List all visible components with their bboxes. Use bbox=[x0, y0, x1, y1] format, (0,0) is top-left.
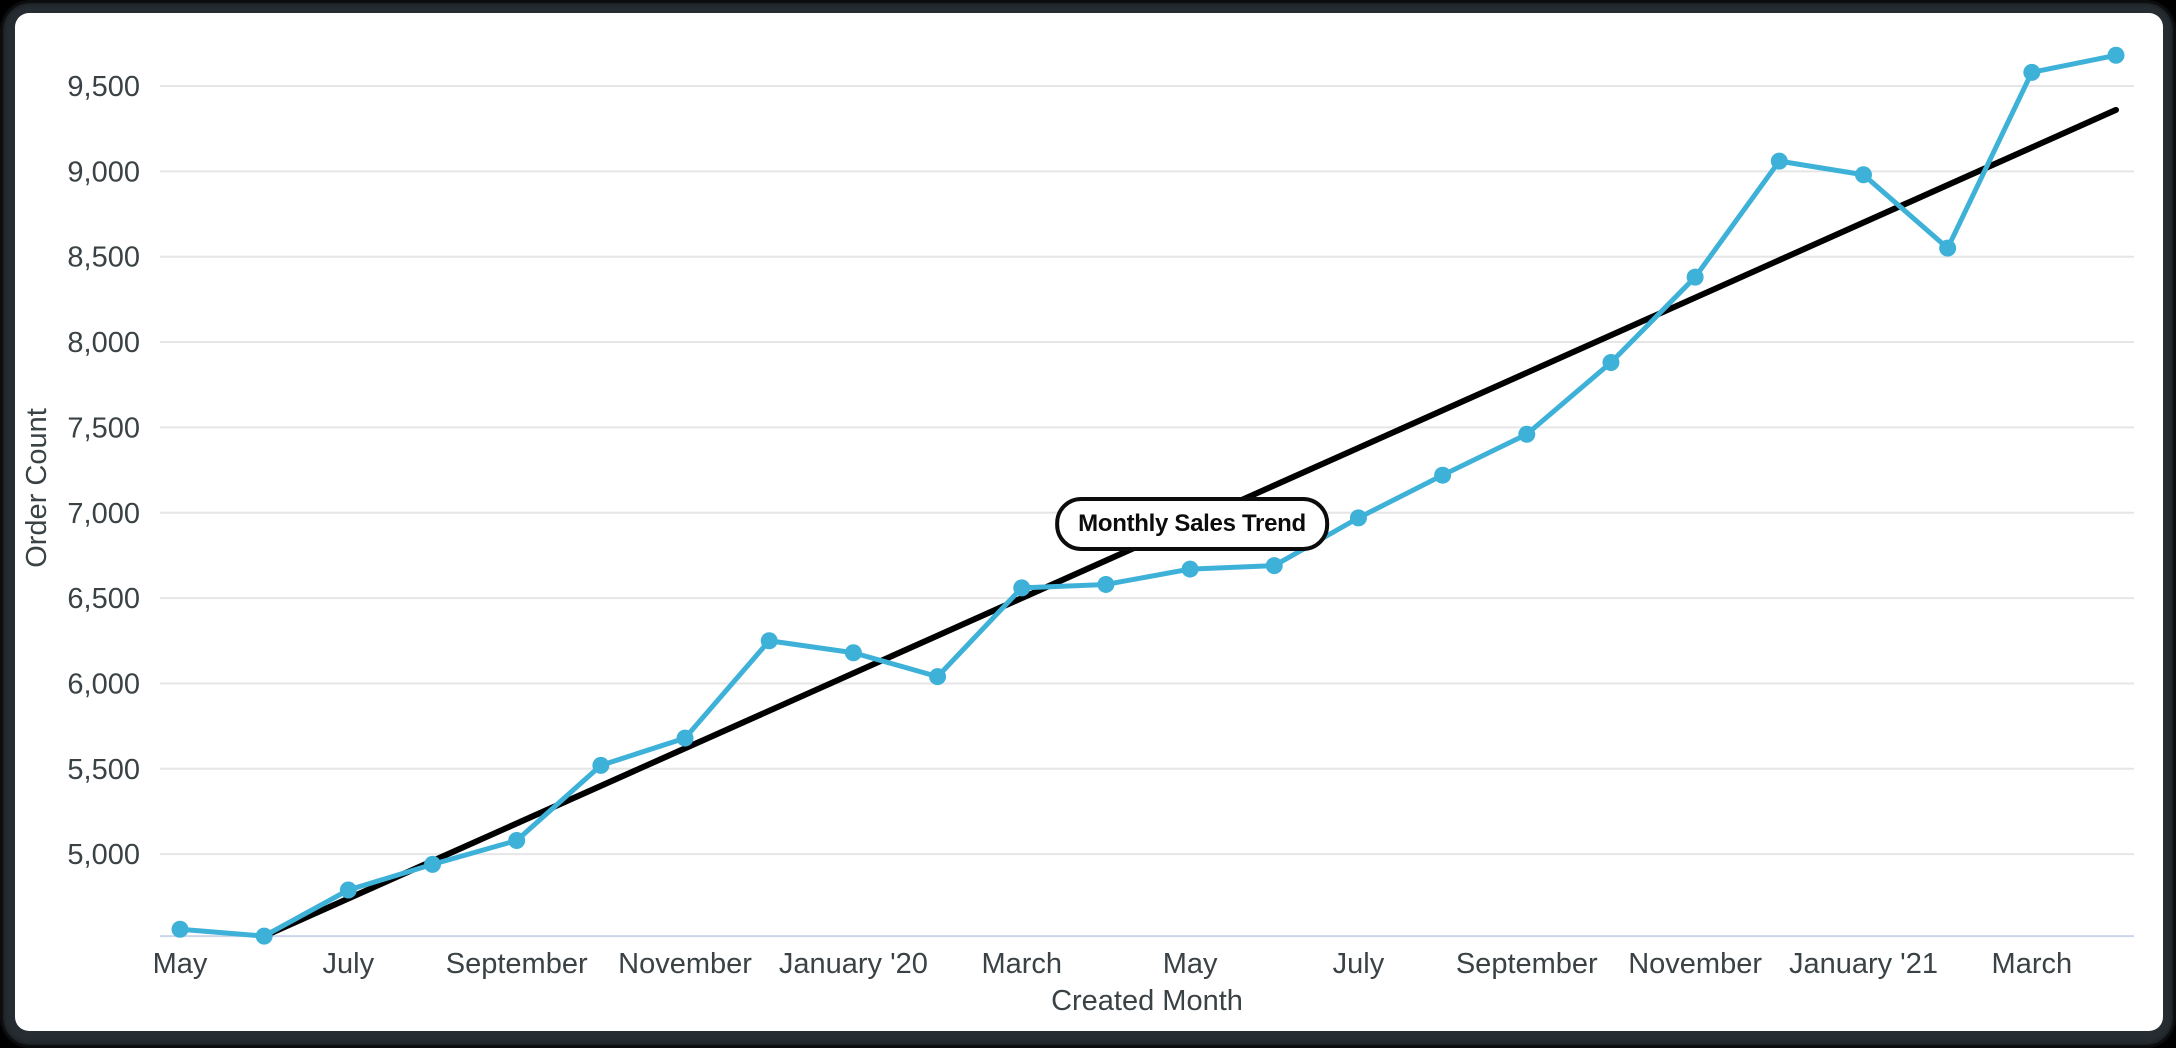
x-tick-label: July bbox=[1333, 948, 1385, 980]
data-point[interactable] bbox=[1518, 425, 1536, 443]
x-axis-labels: May July September November January '20 March… bbox=[153, 948, 2073, 980]
y-tick-label: 9,500 bbox=[67, 71, 140, 103]
x-tick-label: September bbox=[1456, 948, 1598, 980]
data-point[interactable] bbox=[1854, 166, 1872, 184]
y-axis-title: Order Count bbox=[21, 408, 53, 568]
x-tick-label: March bbox=[981, 948, 1062, 980]
data-point[interactable] bbox=[1013, 579, 1031, 597]
data-point[interactable] bbox=[2107, 46, 2125, 64]
x-tick-label: March bbox=[1992, 948, 2073, 980]
x-tick-label: November bbox=[1628, 948, 1762, 980]
chart-annotation-label[interactable]: Monthly Sales Trend bbox=[1055, 497, 1329, 551]
data-point[interactable] bbox=[1181, 560, 1199, 578]
data-point[interactable] bbox=[1602, 354, 1620, 372]
x-axis-title: Created Month bbox=[1051, 985, 1243, 1017]
y-axis-labels: 5,000 5,500 6,000 6,500 7,000 7,500 8,000 8,500… bbox=[67, 71, 140, 871]
y-tick-label: 8,500 bbox=[67, 242, 140, 274]
y-tick-label: 7,500 bbox=[67, 412, 140, 444]
y-gridlines bbox=[160, 85, 2134, 856]
y-tick-label: 5,500 bbox=[67, 754, 140, 786]
data-point[interactable] bbox=[1939, 239, 1957, 257]
chart-annotation-text: Monthly Sales Trend bbox=[1078, 510, 1306, 537]
x-tick-label: January '20 bbox=[779, 948, 928, 980]
y-tick-label: 7,000 bbox=[67, 498, 140, 530]
y-tick-label: 6,500 bbox=[67, 583, 140, 615]
series-markers bbox=[171, 46, 2125, 945]
data-point[interactable] bbox=[508, 831, 526, 849]
series-line[interactable] bbox=[177, 52, 2119, 939]
data-point[interactable] bbox=[592, 756, 610, 774]
y-tick-label: 9,000 bbox=[67, 156, 140, 188]
data-point[interactable] bbox=[1265, 557, 1283, 575]
data-point[interactable] bbox=[1434, 466, 1452, 484]
data-point[interactable] bbox=[760, 632, 778, 650]
y-tick-label: 8,000 bbox=[67, 327, 140, 359]
data-point[interactable] bbox=[2023, 63, 2041, 81]
data-point[interactable] bbox=[1770, 152, 1788, 170]
x-tick-label: May bbox=[1163, 948, 1218, 980]
data-point[interactable] bbox=[676, 729, 694, 747]
data-point[interactable] bbox=[929, 668, 947, 686]
y-tick-label: 6,000 bbox=[67, 668, 140, 700]
data-point[interactable] bbox=[1349, 509, 1367, 527]
data-point[interactable] bbox=[255, 927, 273, 945]
x-tick-label: January '21 bbox=[1789, 948, 1938, 980]
data-point[interactable] bbox=[1097, 575, 1115, 593]
data-point[interactable] bbox=[339, 881, 357, 899]
x-tick-label: September bbox=[446, 948, 588, 980]
data-point[interactable] bbox=[171, 920, 189, 938]
x-tick-label: May bbox=[153, 948, 208, 980]
data-point[interactable] bbox=[424, 855, 442, 873]
data-point[interactable] bbox=[844, 644, 862, 662]
x-tick-label: November bbox=[618, 948, 752, 980]
data-point[interactable] bbox=[1686, 268, 1704, 286]
y-tick-label: 5,000 bbox=[67, 839, 140, 871]
x-tick-label: July bbox=[323, 948, 375, 980]
